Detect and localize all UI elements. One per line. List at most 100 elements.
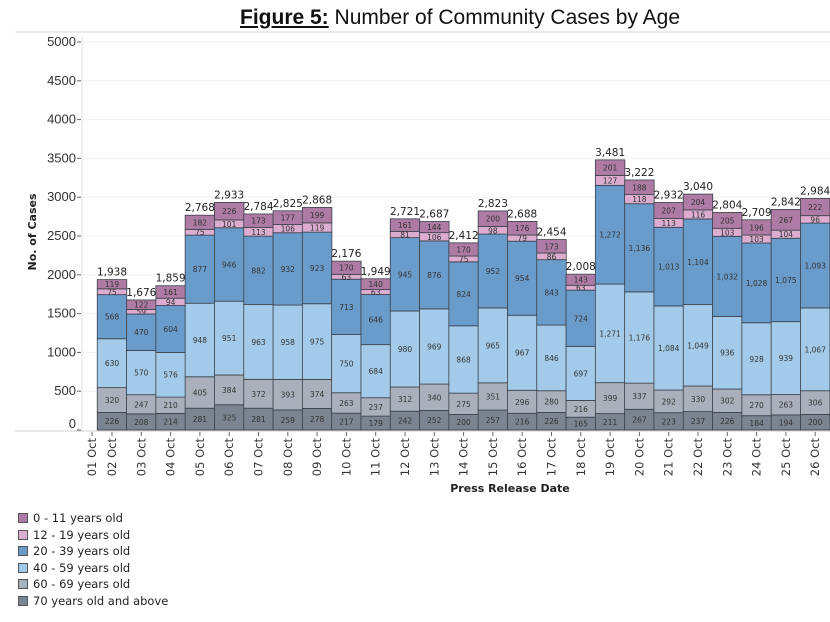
- segment-label: 173: [251, 217, 266, 226]
- segment-label: 75: [459, 255, 469, 264]
- segment-label: 267: [779, 216, 794, 225]
- segment-label: 223: [662, 417, 677, 426]
- total-label: 1,859: [156, 273, 186, 285]
- legend-label: 12 - 19 years old: [33, 527, 131, 542]
- segment-label: 302: [720, 397, 735, 406]
- bar-segment: [214, 227, 245, 302]
- x-tick-label: 09 Oct: [310, 438, 324, 477]
- segment-label: 824: [456, 290, 471, 299]
- segment-label: 143: [574, 276, 589, 285]
- legend-item: 70 years old and above: [18, 593, 168, 610]
- segment-label: 140: [369, 280, 384, 289]
- total-label: 2,984: [800, 185, 830, 197]
- segment-label: 214: [163, 418, 178, 427]
- segment-label: 200: [456, 418, 471, 427]
- x-tick-label: 02 Oct: [105, 438, 119, 477]
- segment-label: 179: [369, 419, 384, 428]
- y-axis: 0 500 1000 1500 2000 2500 3000 3500 4000 4500 5000: [15, 34, 830, 432]
- segment-label: 1,075: [775, 276, 797, 285]
- segment-label: 237: [691, 417, 706, 426]
- bar-segment: [214, 300, 245, 376]
- y-tick-label: 2000: [47, 267, 76, 282]
- segment-label: 259: [281, 416, 296, 425]
- bar-stack: 184 270 928 1,028 103 196 2,709: [741, 207, 772, 431]
- bar-segment: [507, 314, 538, 391]
- total-label: 2,932: [654, 189, 684, 201]
- bar-segment: [477, 210, 509, 227]
- bar-segment: [419, 308, 450, 385]
- segment-label: 646: [369, 316, 384, 325]
- bar-stack: 259 393 958 932 106 177 2,825: [272, 198, 303, 431]
- bar-segment: [419, 221, 450, 234]
- total-label: 2,823: [478, 198, 508, 210]
- legend-label: 20 - 39 years old: [33, 544, 131, 559]
- x-axis-title: Press Release Date: [450, 482, 570, 495]
- segment-label: 325: [222, 413, 237, 422]
- x-tick-label: 01 Oct: [85, 438, 99, 477]
- segment-label: 208: [134, 418, 149, 427]
- bar-segment: [507, 221, 538, 236]
- segment-label: 176: [515, 224, 530, 233]
- bar-segment: [653, 226, 684, 307]
- bar-segment: [96, 294, 128, 340]
- segment-label: 226: [544, 417, 559, 426]
- segment-label: 257: [486, 416, 501, 425]
- bar-segment: [682, 218, 714, 305]
- segment-label: 697: [574, 369, 589, 378]
- chart-title: Figure 5: Number of Community Cases by A…: [240, 6, 680, 30]
- segment-label: 951: [222, 334, 237, 343]
- x-tick-label: 07 Oct: [252, 438, 266, 477]
- x-tick-label: 21 Oct: [662, 438, 676, 477]
- bar-segment: [682, 304, 714, 387]
- segment-label: 384: [222, 386, 237, 395]
- segment-label: 63: [371, 288, 381, 297]
- segment-label: 161: [398, 221, 413, 230]
- bar-segment: [214, 201, 245, 221]
- x-tick-label: 05 Oct: [193, 438, 207, 477]
- segment-label: 63: [576, 284, 586, 293]
- segment-label: 882: [251, 266, 266, 275]
- segment-label: 144: [427, 223, 442, 232]
- segment-label: 320: [105, 396, 120, 405]
- segment-label: 958: [281, 338, 296, 347]
- bar-segment: [624, 382, 655, 410]
- total-label: 3,481: [595, 147, 625, 159]
- bar-segment: [624, 179, 655, 195]
- segment-label: 113: [662, 219, 677, 228]
- segment-label: 877: [193, 265, 208, 274]
- legend-swatch: [18, 529, 28, 540]
- bar-segment: [331, 334, 362, 394]
- segment-label: 965: [486, 341, 501, 350]
- segment-label: 81: [400, 230, 410, 239]
- bar-segment: [594, 184, 626, 285]
- segment-label: 263: [779, 401, 794, 410]
- segment-label: 165: [574, 420, 589, 429]
- segment-label: 75: [107, 288, 117, 297]
- segment-label: 945: [398, 270, 413, 279]
- segment-label: 204: [691, 198, 706, 207]
- bar-segment: [712, 315, 743, 390]
- bar-stack: 325 384 951 946 101 226 2,933: [214, 189, 245, 431]
- legend-item: 0 - 11 years old: [18, 510, 168, 527]
- segment-label: 374: [310, 390, 325, 399]
- x-tick-label: 12 Oct: [398, 438, 412, 477]
- legend-item: 20 - 39 years old: [18, 543, 168, 560]
- bar-segment: [448, 261, 479, 327]
- segment-label: 306: [808, 399, 823, 408]
- segment-label: 216: [515, 418, 530, 427]
- segment-label: 79: [517, 234, 527, 243]
- total-label: 2,176: [331, 248, 361, 260]
- segment-label: 113: [251, 228, 266, 237]
- y-axis-title: No. of Cases: [26, 193, 39, 270]
- total-label: 2,825: [273, 198, 303, 210]
- segment-label: 247: [134, 400, 149, 409]
- bar-segment: [272, 232, 303, 306]
- total-label: 2,784: [243, 201, 273, 213]
- segment-label: 122: [134, 301, 149, 310]
- segment-label: 103: [720, 228, 735, 237]
- bar-segment: [331, 260, 362, 275]
